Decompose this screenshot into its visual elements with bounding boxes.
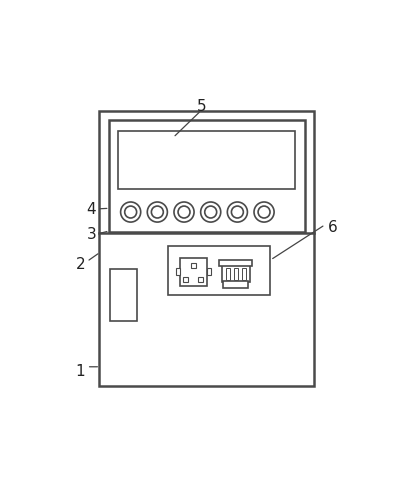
Bar (226, 268, 230, 280)
Bar (207, 268, 211, 275)
Bar (110, 269, 137, 321)
Bar (183, 277, 188, 282)
Text: 3: 3 (87, 227, 96, 243)
Bar (118, 131, 295, 189)
Bar (223, 281, 248, 288)
Bar (234, 268, 238, 280)
Bar (180, 258, 207, 286)
Text: 5: 5 (196, 99, 206, 114)
Bar (198, 277, 203, 282)
Text: 4: 4 (87, 202, 96, 217)
Text: 2: 2 (76, 257, 85, 272)
Bar (99, 111, 314, 386)
Bar (219, 261, 252, 266)
Bar (242, 268, 246, 280)
Bar (191, 263, 196, 268)
Bar (222, 261, 250, 282)
Bar (176, 268, 180, 275)
Text: 6: 6 (328, 220, 338, 235)
Bar (109, 120, 305, 232)
Text: 1: 1 (76, 364, 85, 379)
Bar (168, 246, 271, 295)
